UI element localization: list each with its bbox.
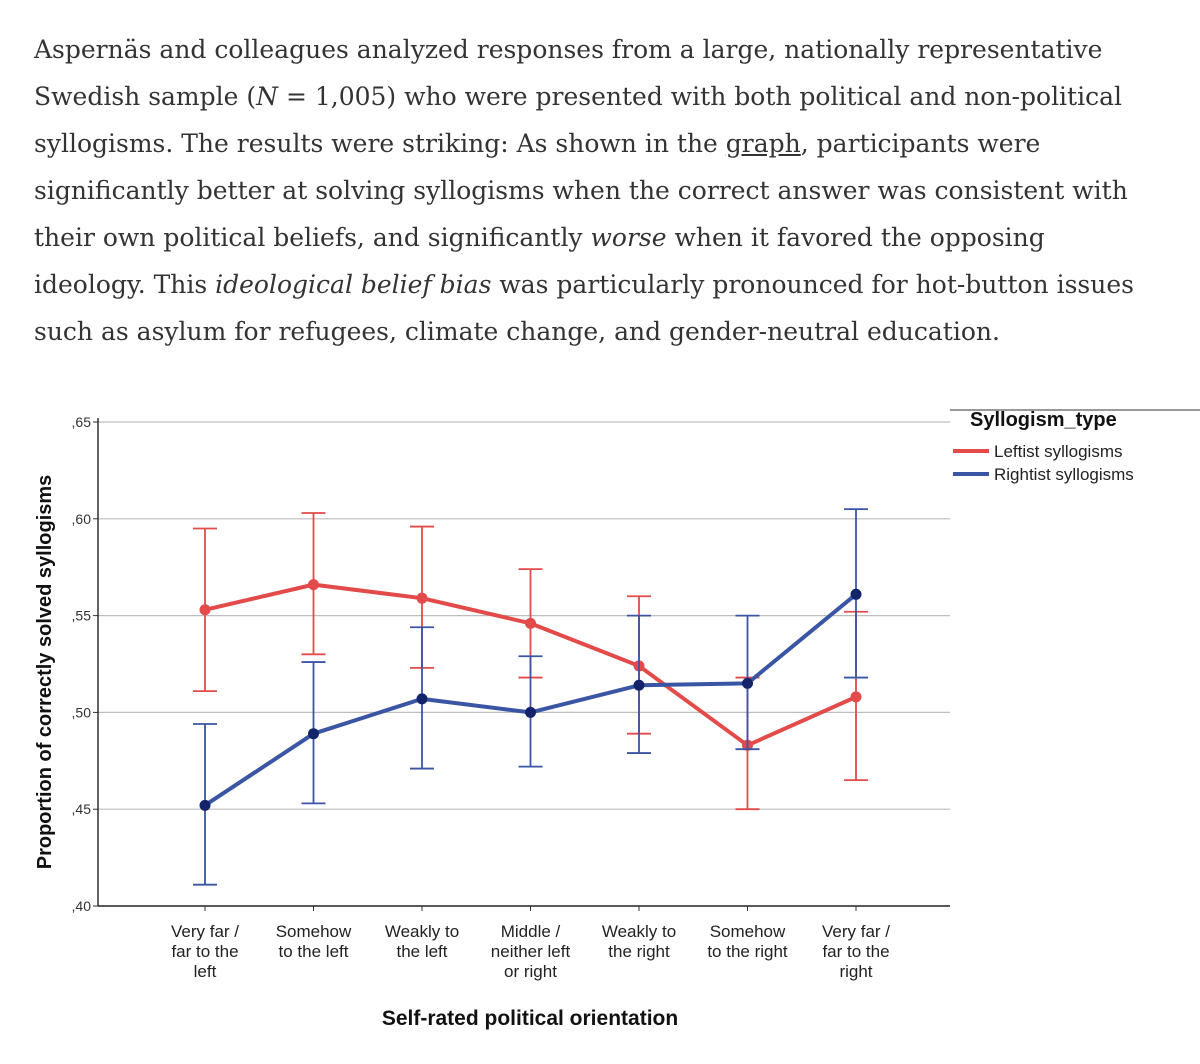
y-tick-label: ,40 xyxy=(72,898,92,914)
y-tick-label: ,60 xyxy=(72,511,92,527)
x-tick-label: far to the xyxy=(171,942,238,961)
data-point xyxy=(199,799,211,811)
data-point xyxy=(416,693,428,705)
x-tick-label: to the right xyxy=(707,942,788,961)
data-point xyxy=(416,592,428,604)
data-point xyxy=(308,579,319,591)
graph-link[interactable]: graph xyxy=(725,129,801,158)
article-line-7: such as asylum for refugees, climate cha… xyxy=(34,317,1000,346)
article-line-5: their own political beliefs, and signifi… xyxy=(34,223,1045,252)
article-line-2: Swedish sample (N = 1,005) who were pres… xyxy=(34,82,1122,111)
data-point xyxy=(525,706,536,718)
x-tick-label: Weakly to xyxy=(602,922,676,941)
x-tick-label: Somehow xyxy=(710,922,786,941)
y-tick-label: ,55 xyxy=(72,608,92,624)
legend-label: Leftist syllogisms xyxy=(994,442,1122,461)
data-point xyxy=(308,728,319,740)
data-point xyxy=(742,677,753,689)
x-tick-label: left xyxy=(194,962,217,981)
y-tick-label: ,45 xyxy=(72,801,92,817)
data-point xyxy=(850,691,862,703)
x-tick-label: to the left xyxy=(279,942,349,961)
y-tick-label: ,50 xyxy=(72,704,92,720)
legend-label: Rightist syllogisms xyxy=(994,465,1134,484)
data-point xyxy=(633,679,645,691)
x-tick-label: Weakly to xyxy=(385,922,459,941)
y-axis-title: Proportion of correctly solved syllogism… xyxy=(34,475,56,870)
x-tick-label: Middle / xyxy=(501,922,561,941)
x-tick-label: Very far / xyxy=(171,922,239,941)
data-point xyxy=(199,604,211,616)
article-text: Aspernäs and colleagues analyzed respons… xyxy=(34,26,1174,355)
y-tick-label: ,65 xyxy=(72,414,92,430)
x-tick-label: the right xyxy=(608,942,670,961)
x-tick-label: Somehow xyxy=(276,922,352,941)
data-point xyxy=(850,588,862,600)
article-line-3: syllogisms. The results were striking: A… xyxy=(34,129,1041,158)
article-line-4: significantly better at solving syllogis… xyxy=(34,176,1128,205)
article-line-1: Aspernäs and colleagues analyzed respons… xyxy=(34,35,1103,64)
x-tick-label: Very far / xyxy=(822,922,890,941)
x-axis-title: Self-rated political orientation xyxy=(382,1007,678,1030)
x-tick-label: far to the xyxy=(822,942,889,961)
x-tick-label: or right xyxy=(504,962,557,981)
data-point xyxy=(525,617,536,629)
x-tick-label: right xyxy=(839,962,872,981)
legend-title: Syllogism_type xyxy=(970,409,1117,431)
x-tick-label: the left xyxy=(396,942,447,961)
article-line-6: ideology. This ideological belief bias w… xyxy=(34,270,1134,299)
x-tick-label: neither left xyxy=(491,942,571,961)
